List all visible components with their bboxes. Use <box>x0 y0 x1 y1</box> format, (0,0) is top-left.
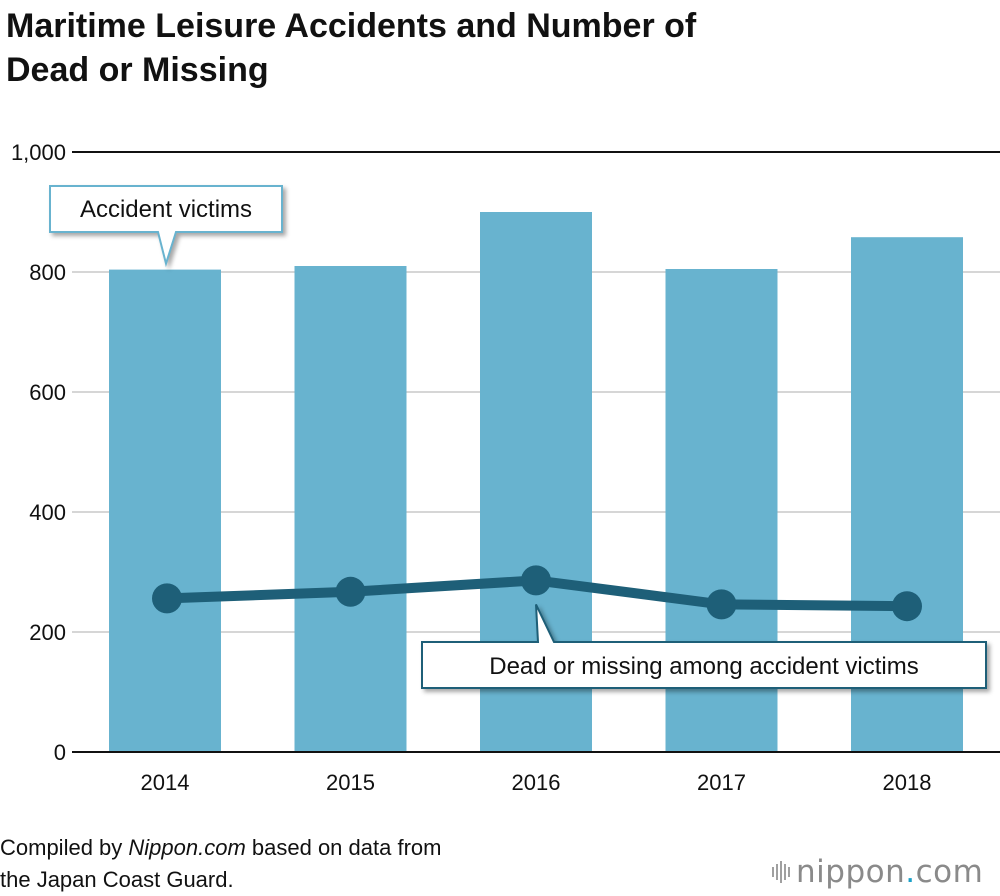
line-point <box>892 591 922 622</box>
chart-title: Maritime Leisure Accidents and Number of… <box>6 4 906 92</box>
x-tick-label: 2016 <box>512 770 561 795</box>
logo-dot: . <box>905 854 916 890</box>
y-tick-label: 600 <box>29 380 66 405</box>
y-tick-label: 1,000 <box>11 140 66 165</box>
legend-label-bars: Accident victims <box>80 196 252 223</box>
x-tick-label: 2017 <box>697 770 746 795</box>
bar <box>109 269 221 752</box>
title-line-1: Maritime Leisure Accidents and Number of <box>6 7 697 45</box>
logo-bars-icon <box>772 861 790 883</box>
line-point <box>335 576 366 607</box>
callout-box <box>421 603 987 689</box>
logo-text: nippon <box>796 854 906 890</box>
source-line-2: the Japan Coast Guard. <box>0 867 234 892</box>
legend-callout-accident-victims: Accident victims <box>49 185 283 268</box>
source-note: Compiled by Nippon.com based on data fro… <box>0 832 441 896</box>
callout-box <box>49 185 283 268</box>
source-prefix: Compiled by <box>0 835 129 860</box>
logo-suffix: com <box>915 854 984 890</box>
source-italic: Nippon.com <box>128 835 246 860</box>
y-tick-label: 0 <box>54 740 66 765</box>
x-tick-label: 2014 <box>141 770 190 795</box>
line-point <box>706 589 737 620</box>
source-line-1: Compiled by Nippon.com based on data fro… <box>0 832 441 864</box>
legend-label-line: Dead or missing among accident victims <box>489 653 919 680</box>
bar <box>294 266 407 752</box>
nippon-logo: nippon. com <box>772 852 983 892</box>
title-line-2: Dead or Missing <box>6 51 269 89</box>
legend-callout-dead-or-missing: Dead or missing among accident victims <box>421 603 987 689</box>
y-tick-label: 800 <box>29 260 66 285</box>
x-tick-label: 2018 <box>883 770 932 795</box>
y-tick-label: 200 <box>29 620 66 645</box>
source-suffix: based on data from <box>245 835 442 860</box>
chart-area: 0 200 400 600 800 1,000 2014 2015 2016 2017 2018 Ac… <box>11 140 1000 795</box>
x-tick-label: 2015 <box>326 770 375 795</box>
line-point <box>152 583 182 614</box>
line-point <box>521 565 551 596</box>
y-tick-label: 400 <box>29 500 66 525</box>
